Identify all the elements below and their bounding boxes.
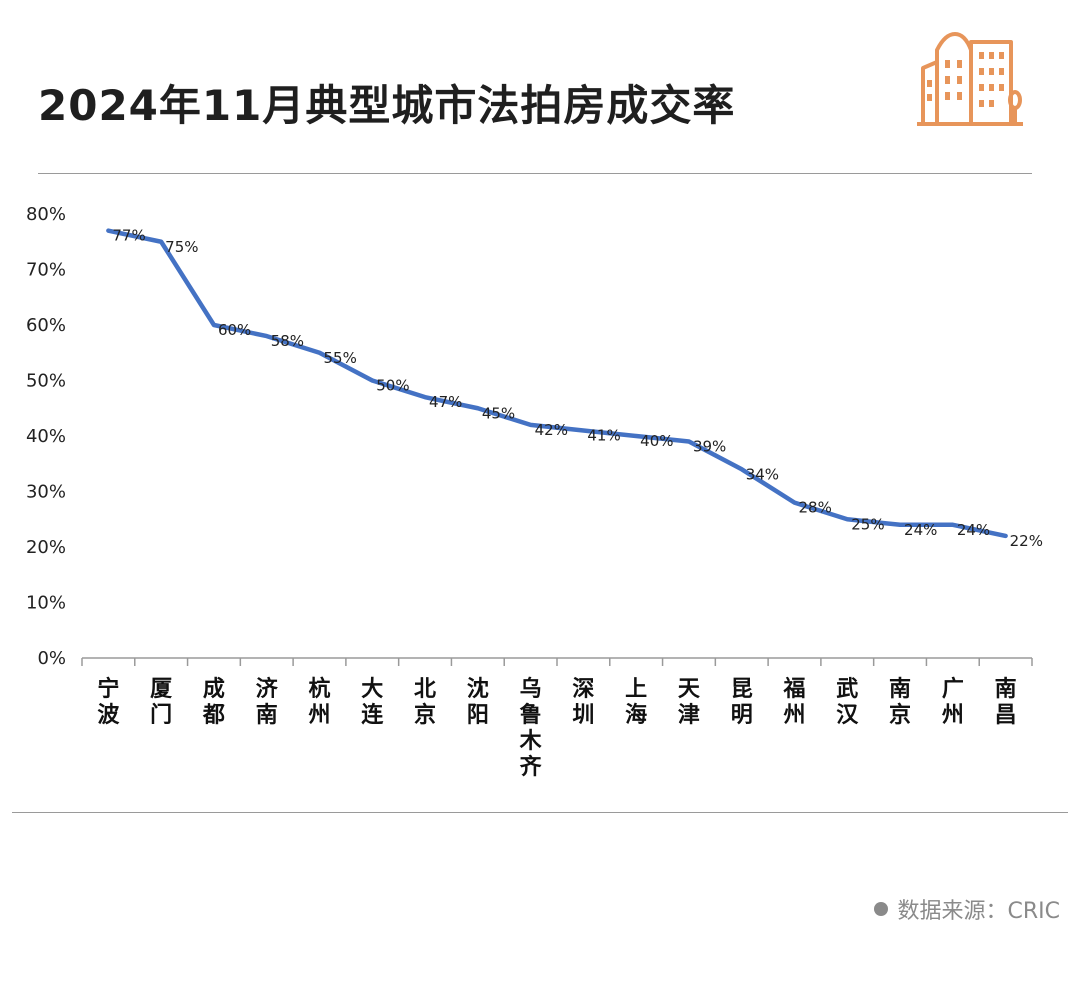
x-category-label: 广州 (942, 676, 964, 728)
top-divider (38, 173, 1032, 174)
data-label: 24% (904, 521, 937, 539)
data-label: 34% (746, 465, 779, 483)
y-tick-label: 80% (26, 204, 66, 225)
x-category-label: 北京 (414, 677, 436, 728)
source-text: 数据来源：CRIC (897, 899, 1061, 924)
x-category-label: 乌鲁木齐 (519, 676, 543, 780)
x-category-label: 成都 (202, 677, 225, 728)
x-category-label: 南京 (889, 677, 911, 728)
x-category-label: 厦门 (150, 677, 172, 728)
y-tick-label: 30% (26, 482, 66, 503)
x-category-label: 上海 (625, 677, 647, 728)
x-category-label: 大连 (361, 677, 384, 728)
page-title: 2024年11月典型城市法拍房成交率 (38, 81, 736, 130)
data-label: 55% (324, 349, 357, 367)
x-category-label: 深圳 (572, 677, 594, 728)
y-tick-label: 20% (26, 537, 66, 558)
data-label: 24% (957, 521, 990, 539)
data-label: 45% (482, 404, 515, 422)
series-line-group (106, 228, 1008, 539)
x-category-label: 昆明 (731, 677, 753, 728)
y-tick-label: 10% (26, 593, 66, 614)
data-label: 28% (799, 499, 832, 517)
data-label: 39% (693, 438, 726, 456)
y-tick-label: 60% (26, 315, 66, 336)
data-label: 47% (429, 393, 462, 411)
x-category-label: 武汉 (836, 677, 859, 728)
data-label: 40% (640, 432, 673, 450)
x-category-label: 福州 (782, 677, 805, 728)
x-category-label: 天津 (678, 677, 701, 728)
y-tick-label: 70% (26, 260, 66, 281)
x-category-label: 南昌 (995, 677, 1017, 728)
x-category-label: 杭州 (308, 676, 330, 728)
data-label: 41% (587, 426, 620, 444)
y-axis: 0% 10% 20% 30% 40% 50% 60% 70% 80% (26, 204, 66, 669)
y-tick-label: 40% (26, 426, 66, 447)
x-category-label: 宁波 (97, 676, 120, 728)
data-label: 75% (165, 238, 198, 256)
data-label: 25% (851, 515, 884, 533)
line-chart: 0% 10% 20% 30% 40% 50% 60% 70% 80% 宁波厦门成都济南杭州大连北… (26, 204, 1043, 780)
y-tick-label: 50% (26, 371, 66, 392)
y-tick-label: 0% (37, 648, 66, 669)
data-label: 60% (218, 321, 251, 339)
data-label: 77% (112, 227, 145, 245)
data-label: 50% (376, 377, 409, 395)
data-label: 58% (271, 332, 304, 350)
city-buildings-icon (917, 32, 1023, 126)
bottom-divider (12, 812, 1068, 813)
data-label-group: 77% 75% 60% 58% 55% 50% 47% 45% 42% 41% 40% 39% 34% 2… (112, 227, 1043, 550)
x-category-label: 济南 (256, 676, 279, 728)
data-label: 22% (1010, 532, 1043, 550)
series-line (106, 228, 1008, 539)
bullet-dot-icon (873, 902, 888, 916)
x-category-label: 沈阳 (467, 677, 489, 728)
data-label: 42% (535, 421, 568, 439)
source-note: 数据来源：CRIC (873, 893, 1061, 925)
